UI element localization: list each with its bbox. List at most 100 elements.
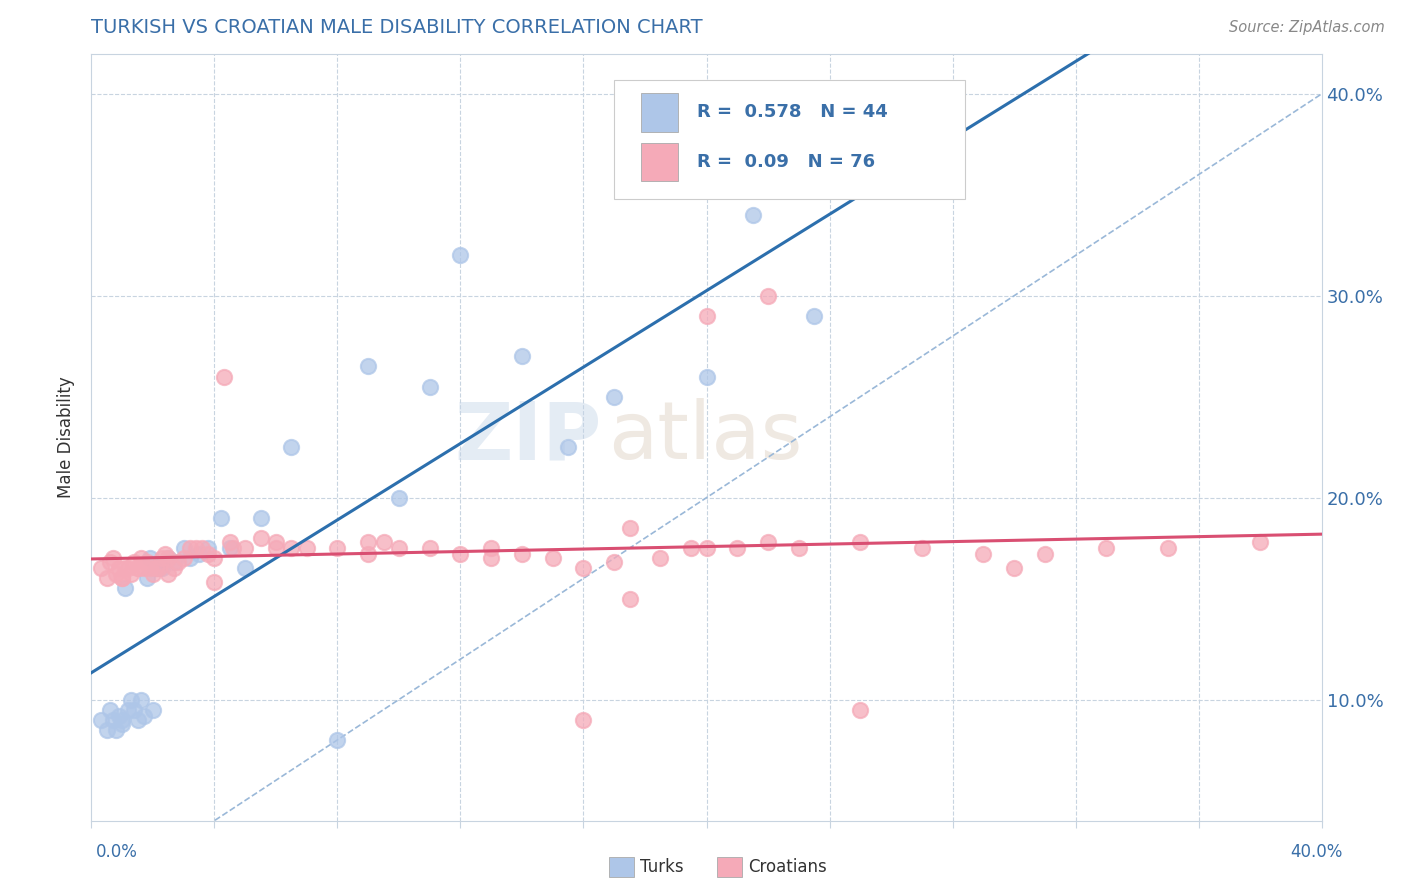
Point: [163, 555, 186, 569]
Point: [142, 703, 165, 717]
Point: [111, 571, 134, 585]
Point: [114, 582, 136, 596]
Point: [148, 561, 170, 575]
Point: [98, 555, 121, 569]
Point: [129, 692, 152, 706]
Point: [803, 309, 825, 323]
Point: [209, 511, 232, 525]
Point: [150, 551, 173, 566]
Point: [619, 591, 641, 606]
Point: [233, 541, 256, 555]
FancyBboxPatch shape: [641, 93, 678, 131]
Point: [145, 561, 167, 575]
Point: [101, 551, 124, 566]
Point: [218, 535, 240, 549]
Point: [510, 349, 533, 363]
Point: [135, 555, 157, 569]
Point: [127, 713, 149, 727]
Point: [117, 703, 139, 717]
Point: [157, 551, 180, 566]
Point: [105, 723, 127, 737]
Point: [111, 571, 134, 585]
Point: [184, 541, 207, 555]
Point: [280, 541, 302, 555]
Point: [98, 703, 121, 717]
Point: [388, 541, 411, 555]
Text: Turks: Turks: [640, 858, 683, 876]
Point: [1249, 535, 1271, 549]
Point: [650, 551, 672, 566]
Point: [249, 511, 271, 525]
Text: 0.0%: 0.0%: [96, 843, 138, 861]
Point: [90, 713, 112, 727]
Point: [357, 359, 380, 374]
Point: [1157, 541, 1180, 555]
Point: [572, 561, 595, 575]
Point: [120, 692, 142, 706]
Point: [108, 561, 131, 575]
Point: [696, 369, 718, 384]
Point: [911, 541, 934, 555]
Point: [696, 309, 718, 323]
Point: [150, 561, 173, 575]
Point: [135, 571, 157, 585]
Point: [787, 541, 810, 555]
Point: [124, 555, 146, 569]
Point: [129, 551, 152, 566]
Point: [120, 567, 142, 582]
Point: [326, 541, 349, 555]
Text: TURKISH VS CROATIAN MALE DISABILITY CORRELATION CHART: TURKISH VS CROATIAN MALE DISABILITY CORR…: [91, 18, 703, 37]
Point: [139, 551, 162, 566]
Point: [326, 732, 349, 747]
Point: [188, 547, 211, 561]
Point: [111, 716, 134, 731]
Point: [96, 723, 118, 737]
Point: [557, 440, 579, 454]
Point: [142, 567, 165, 582]
Point: [479, 551, 502, 566]
Point: [1033, 547, 1056, 561]
Point: [603, 555, 626, 569]
Point: [202, 575, 225, 590]
Point: [357, 547, 380, 561]
Point: [264, 541, 287, 555]
Point: [197, 547, 219, 561]
Point: [927, 157, 949, 171]
Point: [357, 535, 380, 549]
Point: [132, 708, 155, 723]
Text: R =  0.09   N = 76: R = 0.09 N = 76: [696, 153, 875, 171]
Point: [90, 561, 112, 575]
Point: [1002, 561, 1025, 575]
Point: [222, 541, 245, 555]
Point: [419, 541, 441, 555]
Point: [105, 567, 127, 582]
Point: [173, 551, 195, 566]
Point: [280, 440, 302, 454]
Point: [233, 561, 256, 575]
Text: ZIP: ZIP: [454, 398, 602, 476]
Point: [132, 561, 155, 575]
Point: [124, 703, 146, 717]
Point: [510, 547, 533, 561]
Point: [849, 703, 872, 717]
Point: [264, 535, 287, 549]
Point: [127, 561, 149, 575]
Point: [388, 491, 411, 505]
Text: 40.0%: 40.0%: [1291, 843, 1343, 861]
Point: [101, 713, 124, 727]
Point: [603, 390, 626, 404]
Point: [619, 521, 641, 535]
Point: [108, 708, 131, 723]
Point: [212, 369, 235, 384]
Point: [166, 555, 188, 569]
Point: [479, 541, 502, 555]
Point: [373, 535, 395, 549]
Point: [449, 248, 471, 262]
Point: [541, 551, 564, 566]
Point: [157, 567, 180, 582]
Text: R =  0.578   N = 44: R = 0.578 N = 44: [696, 103, 887, 121]
FancyBboxPatch shape: [641, 143, 678, 181]
Text: Croatians: Croatians: [748, 858, 827, 876]
Point: [145, 561, 167, 575]
Point: [849, 535, 872, 549]
